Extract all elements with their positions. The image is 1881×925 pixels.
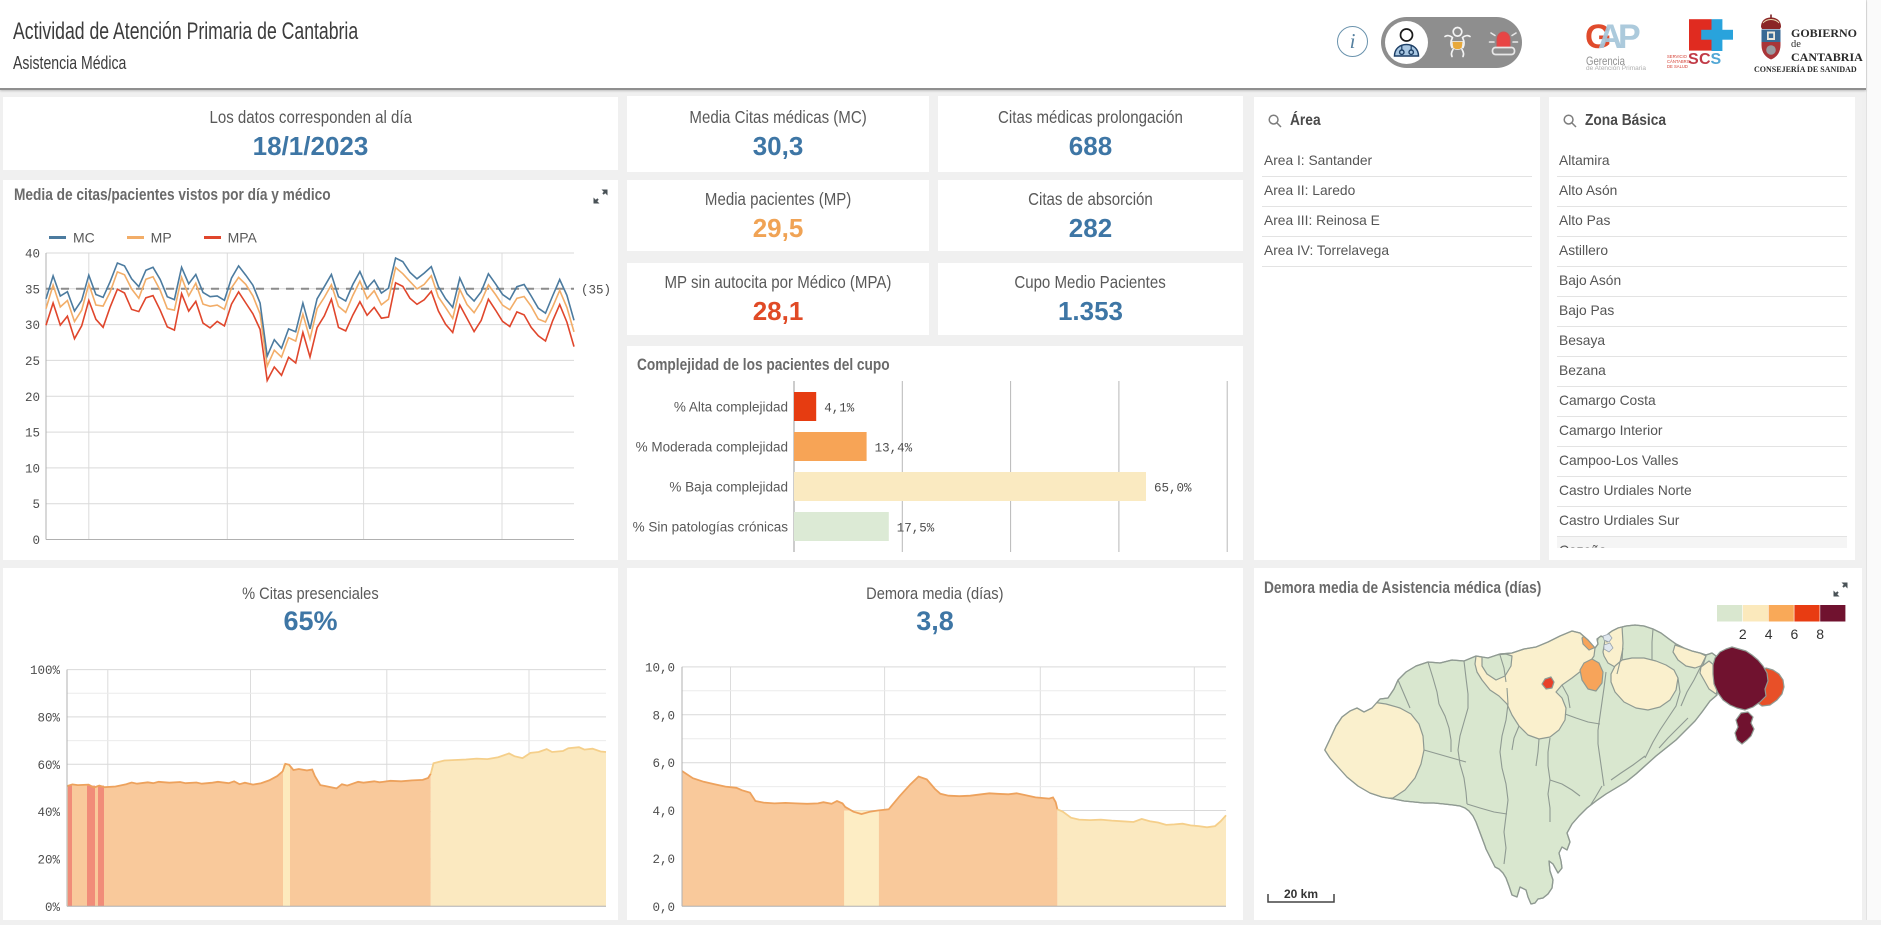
svg-text:0%: 0% bbox=[45, 901, 61, 915]
svg-text:15: 15 bbox=[25, 427, 40, 441]
svg-text:2,0: 2,0 bbox=[652, 853, 675, 867]
svg-text:13,4%: 13,4% bbox=[875, 442, 913, 456]
svg-text:8: 8 bbox=[1816, 626, 1824, 642]
svg-text:20 km: 20 km bbox=[1284, 887, 1318, 901]
svg-text:6: 6 bbox=[1791, 626, 1799, 642]
svg-text:25: 25 bbox=[25, 355, 40, 369]
svg-text:10,0: 10,0 bbox=[645, 661, 675, 675]
svg-text:40%: 40% bbox=[37, 806, 60, 820]
svg-text:65,0%: 65,0% bbox=[1154, 482, 1192, 496]
svg-text:DE SALUD: DE SALUD bbox=[1667, 64, 1688, 69]
svg-text:100%: 100% bbox=[30, 664, 61, 678]
svg-text:2: 2 bbox=[1739, 626, 1747, 642]
svg-text:4,0: 4,0 bbox=[652, 805, 675, 819]
svg-text:S: S bbox=[1711, 51, 1722, 68]
svg-text:(35): (35) bbox=[581, 283, 611, 297]
svg-text:10: 10 bbox=[25, 462, 40, 476]
svg-text:% Alta complejidad: % Alta complejidad bbox=[674, 400, 788, 415]
svg-text:20: 20 bbox=[25, 391, 40, 405]
svg-text:40: 40 bbox=[25, 248, 40, 262]
svg-text:S: S bbox=[1688, 51, 1699, 68]
svg-text:C: C bbox=[1699, 51, 1711, 68]
svg-text:30: 30 bbox=[25, 319, 40, 333]
svg-text:% Moderada complejidad: % Moderada complejidad bbox=[636, 440, 788, 455]
svg-text:4: 4 bbox=[1765, 626, 1773, 642]
svg-text:8,0: 8,0 bbox=[652, 709, 675, 723]
svg-text:20%: 20% bbox=[37, 854, 60, 868]
svg-text:0,0: 0,0 bbox=[652, 901, 675, 915]
svg-text:% Baja complejidad: % Baja complejidad bbox=[669, 480, 788, 495]
svg-text:4,1%: 4,1% bbox=[824, 402, 855, 416]
svg-text:6,0: 6,0 bbox=[652, 757, 675, 771]
svg-text:60%: 60% bbox=[37, 759, 60, 773]
svg-text:35: 35 bbox=[25, 283, 40, 297]
svg-text:CÁNTABRO: CÁNTABRO bbox=[1667, 59, 1691, 64]
svg-text:5: 5 bbox=[32, 498, 40, 512]
svg-text:SERVICIO: SERVICIO bbox=[1667, 54, 1688, 59]
svg-text:17,5%: 17,5% bbox=[897, 522, 935, 536]
svg-text:% Sin patologías crónicas: % Sin patologías crónicas bbox=[633, 520, 789, 535]
svg-text:0: 0 bbox=[32, 534, 40, 548]
svg-text:80%: 80% bbox=[37, 711, 60, 725]
